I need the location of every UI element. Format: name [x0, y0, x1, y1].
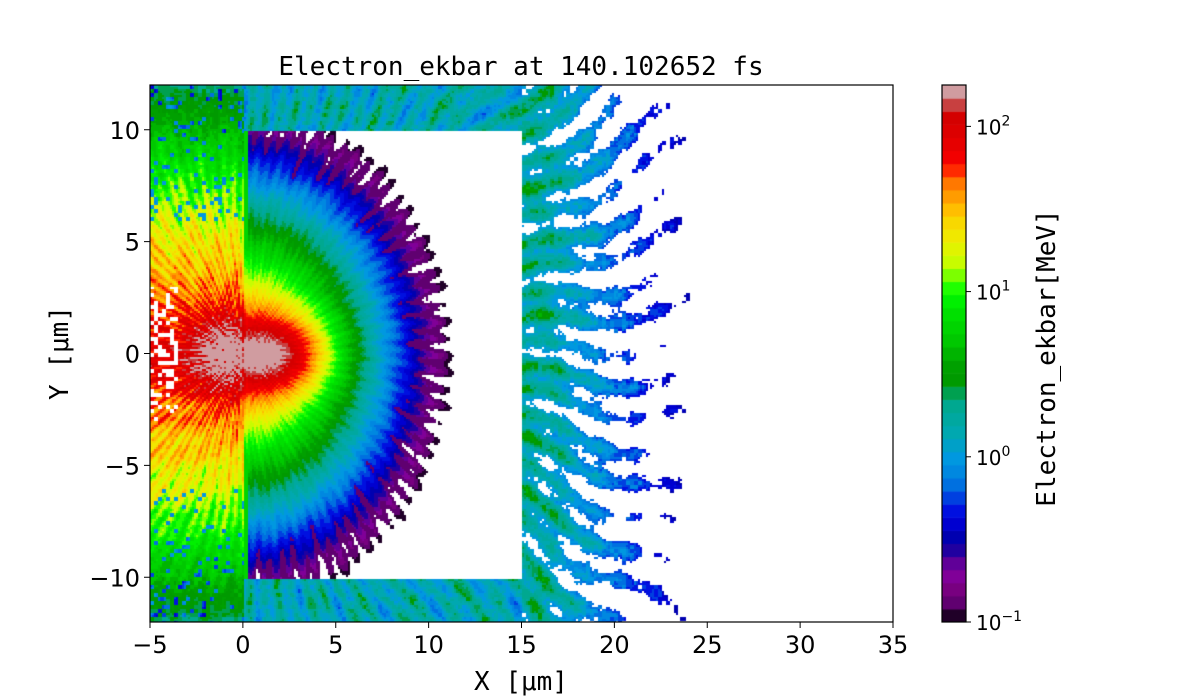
- x-tick-label: 0: [235, 631, 250, 659]
- x-tick-label: 30: [785, 631, 816, 659]
- x-tick-label: 25: [692, 631, 723, 659]
- y-tick-label: 0: [125, 341, 140, 369]
- colorbar-ticks: 10−1 100 101 102: [966, 113, 1022, 635]
- colorbar-tick-label: 100: [976, 444, 1010, 470]
- colorbar-tick-label: 101: [976, 279, 1010, 305]
- x-tick-label: 20: [599, 631, 630, 659]
- x-tick-label: −5: [132, 631, 167, 659]
- x-ticks: −5 0 5 10 15 20 25 30 35: [132, 622, 908, 659]
- colorbar-label: Electron_ekbar[MeV]: [1032, 209, 1062, 506]
- y-ticks: −10 −5 0 5 10: [89, 117, 150, 592]
- x-tick-label: 10: [413, 631, 444, 659]
- colorbar: [942, 85, 966, 622]
- x-tick-label: 15: [506, 631, 537, 659]
- plot-frame: [149, 84, 894, 623]
- heatmap-field: [150, 85, 893, 622]
- y-tick-label: −10: [89, 564, 140, 592]
- y-axis-label: Y [μm]: [45, 306, 75, 400]
- y-tick-label: 10: [109, 117, 140, 145]
- colorbar-tick-label: 10−1: [976, 609, 1022, 635]
- colorbar-tick-label: 102: [976, 113, 1010, 139]
- x-axis-label: X [μm]: [474, 667, 568, 697]
- y-tick-label: 5: [125, 229, 140, 257]
- x-tick-label: 35: [878, 631, 909, 659]
- y-tick-label: −5: [105, 452, 140, 480]
- colorbar-frame: [941, 84, 967, 623]
- chart-title: Electron_ekbar at 140.102652 fs: [278, 52, 763, 82]
- x-tick-label: 5: [328, 631, 343, 659]
